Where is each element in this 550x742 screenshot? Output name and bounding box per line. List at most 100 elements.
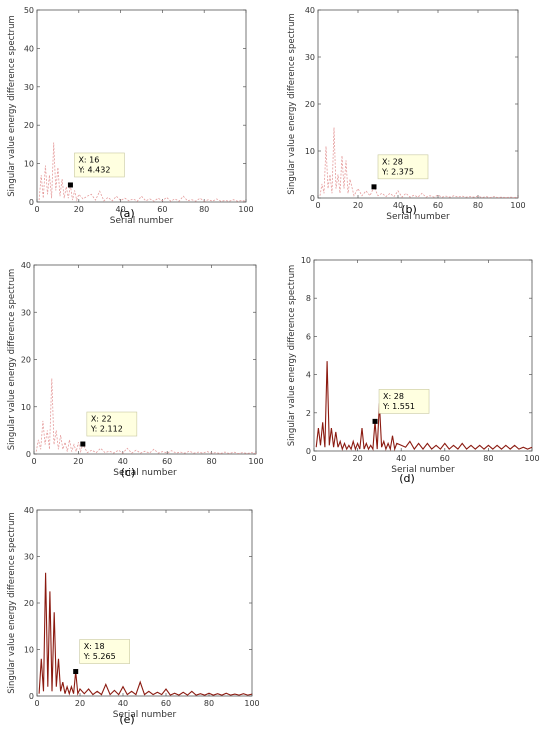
y-tick-label: 10 bbox=[21, 403, 31, 412]
panel-caption: (e) bbox=[119, 713, 134, 726]
datatip-y-text: Y: 2.375 bbox=[381, 167, 414, 176]
y-tick-label: 0 bbox=[310, 194, 315, 203]
x-tick-label: 20 bbox=[74, 205, 84, 214]
x-tick-label: 40 bbox=[393, 201, 403, 210]
chart-svg: 0 20 40 60 80 100 0 10 20 30 40 X: 22Y: 2.112 Serial… bbox=[7, 261, 264, 479]
y-tick-label: 40 bbox=[24, 44, 34, 53]
x-tick-label: 0 bbox=[34, 205, 39, 214]
chart-svg: 0 20 40 60 80 100 0 10 20 30 40 X: 28Y: 2.375 Serial… bbox=[287, 6, 526, 222]
x-tick-label: 100 bbox=[510, 201, 525, 210]
x-axis-label: Serial number bbox=[391, 465, 455, 475]
panel-caption: (c) bbox=[121, 466, 136, 479]
x-tick-label: 60 bbox=[161, 699, 171, 708]
x-tick-label: 60 bbox=[440, 454, 450, 463]
y-tick-label: 20 bbox=[305, 100, 315, 109]
y-axis-label: Singular value energy difference spectru… bbox=[287, 13, 297, 195]
datatip-x-text: X: 28 bbox=[383, 392, 404, 401]
series-line bbox=[38, 142, 247, 202]
datatip-box bbox=[86, 411, 138, 437]
x-axis-label: Serial number bbox=[113, 710, 177, 720]
chart-panel-b: 0 20 40 60 80 100 0 10 20 30 40 X: 28 Y: 2.375 Serial… bbox=[280, 0, 550, 235]
chart-panel-e: 0 20 40 60 80 100 0 10 20 30 40 X: 18 Y: 5.265 Serial… bbox=[0, 500, 275, 742]
panel-caption: (d) bbox=[399, 472, 415, 485]
plot-area bbox=[36, 9, 247, 203]
y-tick-label: 20 bbox=[24, 599, 34, 608]
y-tick-label: 4 bbox=[306, 371, 311, 380]
y-tick-label: 20 bbox=[21, 356, 31, 365]
y-tick-label: 0 bbox=[26, 450, 31, 459]
datatip-y-text: Y: 4.432 bbox=[77, 165, 110, 174]
y-tick-label: 30 bbox=[24, 553, 34, 562]
datatip-box bbox=[378, 389, 430, 414]
y-axis-label: Singular value energy difference spectru… bbox=[287, 265, 297, 447]
x-tick-label: 60 bbox=[433, 201, 443, 210]
datatip-box bbox=[74, 152, 125, 178]
x-axis-label: Serial number bbox=[113, 468, 177, 478]
datatip-marker bbox=[67, 182, 73, 188]
series-line bbox=[35, 378, 257, 454]
y-tick-label: 40 bbox=[21, 261, 31, 270]
x-tick-label: 20 bbox=[73, 457, 83, 466]
series-line bbox=[315, 361, 533, 452]
x-tick-label: 100 bbox=[238, 205, 253, 214]
y-tick-label: 10 bbox=[24, 646, 34, 655]
x-tick-label: 100 bbox=[524, 454, 539, 463]
y-tick-label: 30 bbox=[24, 83, 34, 92]
x-tick-label: 60 bbox=[157, 205, 167, 214]
x-tick-label: 80 bbox=[483, 454, 493, 463]
chart-svg: 0 20 40 60 80 100 0 10 20 30 40 X: 18Y: 5.265 Serial… bbox=[7, 506, 260, 726]
series-line bbox=[319, 127, 519, 198]
y-axis-label: Singular value energy difference spectru… bbox=[7, 512, 17, 694]
plot-area bbox=[36, 509, 253, 697]
y-axis-label: Singular value energy difference spectru… bbox=[7, 15, 17, 197]
x-tick-label: 0 bbox=[315, 201, 320, 210]
y-tick-label: 40 bbox=[305, 6, 315, 15]
panel-caption: (a) bbox=[119, 207, 134, 220]
y-tick-label: 0 bbox=[306, 447, 311, 456]
x-tick-label: 100 bbox=[244, 699, 259, 708]
datatip-marker bbox=[371, 184, 377, 190]
x-tick-label: 0 bbox=[34, 699, 39, 708]
y-tick-label: 0 bbox=[29, 198, 34, 207]
y-tick-label: 0 bbox=[29, 692, 34, 701]
x-tick-label: 80 bbox=[207, 457, 217, 466]
x-tick-label: 20 bbox=[75, 699, 85, 708]
x-tick-label: 80 bbox=[473, 201, 483, 210]
y-tick-label: 10 bbox=[301, 256, 311, 265]
panel-caption: (b) bbox=[401, 203, 417, 216]
datatip-box bbox=[79, 639, 130, 664]
y-tick-label: 2 bbox=[306, 409, 311, 418]
x-tick-label: 20 bbox=[353, 454, 363, 463]
chart-panel-d: 0 20 40 60 80 100 0 2 4 6 8 10 X: 28 Y: 1.551 Serial n… bbox=[280, 250, 550, 500]
y-tick-label: 10 bbox=[24, 160, 34, 169]
datatip-x-text: X: 28 bbox=[382, 157, 403, 166]
datatip-x-text: X: 18 bbox=[84, 642, 105, 651]
y-axis-label: Singular value energy difference spectru… bbox=[7, 269, 17, 451]
datatip-marker bbox=[80, 441, 86, 447]
plot-area bbox=[33, 264, 257, 455]
y-tick-label: 30 bbox=[21, 308, 31, 317]
x-tick-label: 100 bbox=[248, 457, 263, 466]
chart-panel-a: 0 20 40 60 80 100 0 10 20 30 40 50 X: 16 Y: 4.432 Seri… bbox=[0, 0, 270, 235]
y-tick-label: 50 bbox=[24, 6, 34, 15]
datatip-marker bbox=[73, 669, 79, 675]
x-tick-label: 0 bbox=[31, 457, 36, 466]
chart-svg: 0 20 40 60 80 100 0 2 4 6 8 10 X: 28Y: 1.551 Serial n… bbox=[287, 256, 540, 485]
x-tick-label: 0 bbox=[311, 454, 316, 463]
y-tick-label: 10 bbox=[305, 147, 315, 156]
y-tick-label: 8 bbox=[306, 294, 311, 303]
datatip-marker bbox=[372, 418, 378, 424]
x-tick-label: 80 bbox=[199, 205, 209, 214]
y-tick-label: 6 bbox=[306, 332, 311, 341]
datatip-y-text: Y: 1.551 bbox=[382, 402, 415, 411]
datatip-x-text: X: 16 bbox=[78, 155, 99, 164]
series-line bbox=[38, 572, 253, 696]
x-tick-label: 40 bbox=[116, 205, 126, 214]
x-tick-label: 40 bbox=[118, 457, 128, 466]
datatip-box bbox=[377, 154, 429, 180]
datatip-x-text: X: 22 bbox=[91, 415, 112, 424]
y-tick-label: 20 bbox=[24, 121, 34, 130]
chart-panel-c: 0 20 40 60 80 100 0 10 20 30 40 X: 22 Y: 2.112 Serial… bbox=[0, 250, 275, 500]
y-tick-label: 40 bbox=[24, 506, 34, 515]
plot-area bbox=[313, 259, 533, 452]
